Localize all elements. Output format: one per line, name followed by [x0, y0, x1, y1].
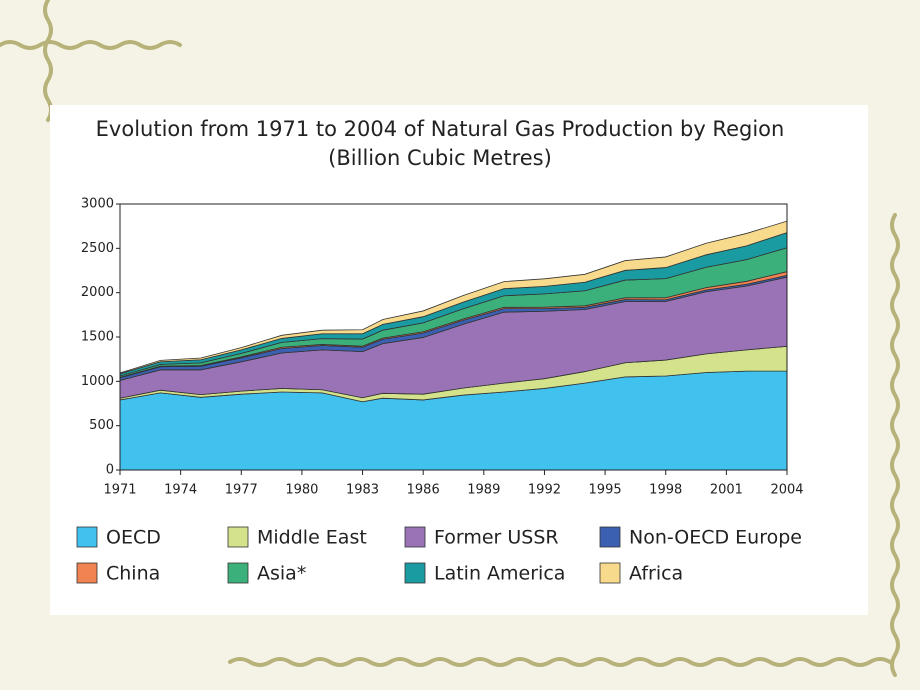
x-tick-label: 1989	[467, 483, 500, 498]
x-tick-label: 2004	[770, 483, 803, 498]
legend-label: OECD	[106, 527, 161, 549]
vine	[0, 40, 182, 50]
x-tick-label: 1992	[528, 483, 561, 498]
decoration	[0, 0, 900, 677]
legend-swatch	[76, 526, 98, 548]
legend-swatch	[76, 562, 98, 584]
legend-label: Latin America	[434, 563, 565, 585]
vine	[228, 657, 892, 667]
legend-label: Non-OECD Europe	[629, 527, 802, 549]
x-tick-label: 2001	[710, 483, 743, 498]
legend-swatch	[404, 562, 426, 584]
legend-label: Africa	[629, 563, 683, 585]
legend-label: Middle East	[257, 527, 367, 549]
x-tick-label: 1983	[346, 483, 379, 498]
legend-label: Former USSR	[434, 527, 559, 549]
y-tick-label: 1000	[81, 374, 114, 389]
chart-title: Evolution from 1971 to 2004 of Natural G…	[96, 117, 785, 141]
legend-swatch	[227, 526, 249, 548]
x-tick-label: 1974	[164, 483, 197, 498]
vine	[890, 213, 900, 677]
legend-swatch	[599, 562, 621, 584]
legend-label: China	[106, 563, 160, 585]
vine	[43, 0, 53, 122]
y-tick-label: 2000	[81, 285, 114, 300]
x-tick-label: 1986	[407, 483, 440, 498]
y-tick-label: 500	[89, 418, 114, 433]
x-tick-label: 1995	[589, 483, 622, 498]
x-tick-label: 1980	[285, 483, 318, 498]
legend-swatch	[599, 526, 621, 548]
y-tick-label: 3000	[81, 197, 114, 212]
legend-swatch	[227, 562, 249, 584]
y-tick-label: 0	[106, 463, 114, 478]
x-tick-label: 1998	[649, 483, 682, 498]
legend-swatch	[404, 526, 426, 548]
x-tick-label: 1977	[225, 483, 258, 498]
y-tick-label: 1500	[81, 330, 114, 345]
legend-label: Asia*	[257, 563, 306, 585]
y-tick-label: 2500	[81, 241, 114, 256]
chart-subtitle: (Billion Cubic Metres)	[328, 146, 552, 170]
x-tick-label: 1971	[103, 483, 136, 498]
